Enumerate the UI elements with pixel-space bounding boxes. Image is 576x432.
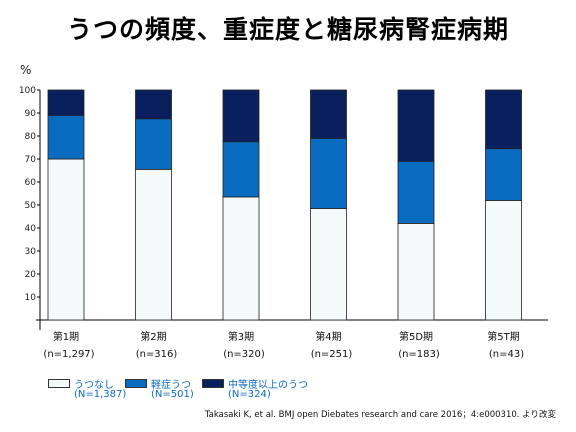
legend-label: 中等度以上のうつ <box>228 380 308 391</box>
category-count-label: (n=1,297) <box>43 349 94 360</box>
bar-segment <box>485 199 522 321</box>
category-label: 第5D期 <box>399 330 433 343</box>
bar-segment <box>222 89 260 143</box>
category-label: 第1期 <box>53 330 79 343</box>
y-axis-unit: % <box>20 63 31 77</box>
bar-segment <box>485 89 522 150</box>
legend-count: (N=1,387) <box>74 389 127 400</box>
bar-segment <box>397 89 435 162</box>
y-tick-label: 60 <box>25 178 37 188</box>
bar-segment <box>310 208 347 321</box>
legend-count: (N=501) <box>151 389 194 400</box>
legend-swatch <box>48 379 70 388</box>
y-tick-label: 10 <box>25 293 37 303</box>
y-tick-label: 90 <box>25 109 37 119</box>
legend-swatch <box>202 379 224 388</box>
y-tick-label: 50 <box>25 201 37 211</box>
chart-title: うつの頻度、重症度と糖尿病腎症病期 <box>66 15 509 44</box>
legend-item-no-depression: うつなし (N=1,387) <box>48 376 126 400</box>
bar-segment <box>485 148 522 201</box>
bar-segment <box>397 222 435 321</box>
legend-item-moderate-depression: 中等度以上のうつ (N=324) <box>202 376 308 400</box>
bars <box>47 89 522 321</box>
category-label: 第2期 <box>140 330 166 343</box>
legend-swatch <box>125 379 147 388</box>
category-count-label: (n=251) <box>311 349 353 360</box>
legend-item-mild-depression: 軽症うつ (N=501) <box>125 376 194 400</box>
axes <box>36 89 548 330</box>
bar-segment <box>135 89 172 120</box>
citation: Takasaki K, et al. BMJ open Diebates res… <box>204 410 556 420</box>
category-count-label: (n=316) <box>136 349 178 360</box>
legend-label: うつなし <box>74 380 114 391</box>
labels: % 10 20 30 40 50 60 70 80 90 100 第1期 (n=1,297) 第2期 (n=… <box>19 63 524 360</box>
category-count-label: (n=183) <box>398 349 440 360</box>
category-label: 第5T期 <box>487 330 519 343</box>
category-label: 第3期 <box>228 330 254 343</box>
bar-segment <box>310 89 347 139</box>
bar-segment <box>222 196 260 321</box>
y-tick-label: 40 <box>25 224 37 234</box>
bar-segment <box>135 118 172 170</box>
bar-segment <box>397 160 435 224</box>
category-label: 第4期 <box>315 330 341 343</box>
bar-segment <box>135 168 172 321</box>
y-tick-label: 20 <box>25 270 37 280</box>
y-tick-label: 100 <box>19 86 36 96</box>
legend-label: 軽症うつ <box>151 380 191 391</box>
category-count-label: (n=320) <box>223 349 265 360</box>
category-count-label: (n=43) <box>489 349 524 360</box>
y-tick-label: 80 <box>25 132 37 142</box>
y-tick-label: 30 <box>25 247 37 257</box>
bar-segment <box>47 158 85 321</box>
bar-segment <box>47 89 85 116</box>
legend-count: (N=324) <box>228 389 271 400</box>
bar-segment <box>222 141 260 198</box>
y-tick-label: 70 <box>25 155 37 165</box>
bar-segment <box>310 137 347 209</box>
bar-segment <box>47 114 85 160</box>
